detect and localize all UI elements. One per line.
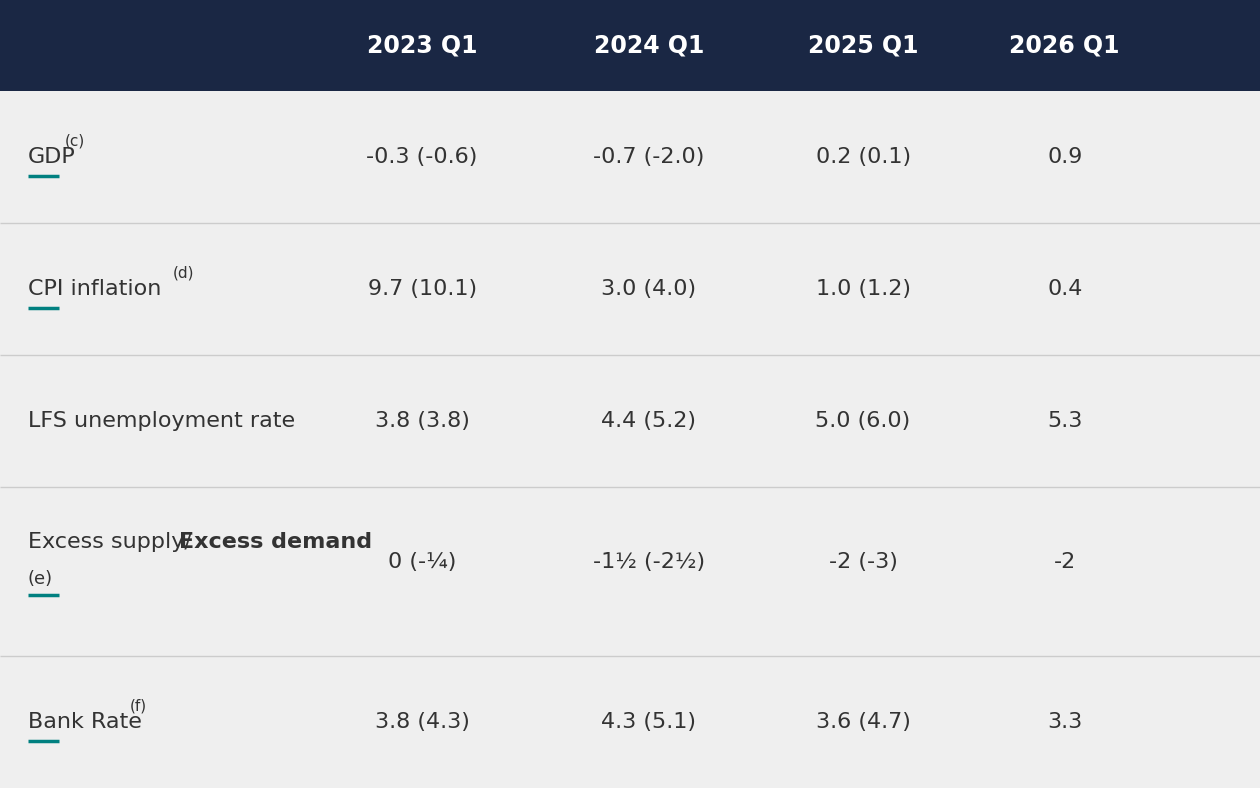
Text: 3.0 (4.0): 3.0 (4.0): [601, 279, 697, 299]
Text: -1½ (-2½): -1½ (-2½): [593, 552, 704, 572]
Text: 2024 Q1: 2024 Q1: [593, 33, 704, 58]
Text: 2023 Q1: 2023 Q1: [367, 33, 478, 58]
Text: -0.7 (-2.0): -0.7 (-2.0): [593, 147, 704, 167]
Text: Excess supply/: Excess supply/: [28, 532, 192, 552]
Text: CPI inflation: CPI inflation: [28, 279, 161, 299]
Text: (d): (d): [173, 266, 194, 281]
Text: -0.3 (-0.6): -0.3 (-0.6): [367, 147, 478, 167]
Text: 4.4 (5.2): 4.4 (5.2): [601, 411, 697, 431]
Text: 4.3 (5.1): 4.3 (5.1): [601, 712, 697, 732]
Text: 3.6 (4.7): 3.6 (4.7): [815, 712, 911, 732]
Text: 2025 Q1: 2025 Q1: [808, 33, 919, 58]
Text: (c): (c): [66, 133, 86, 148]
Text: 1.0 (1.2): 1.0 (1.2): [815, 279, 911, 299]
Text: 9.7 (10.1): 9.7 (10.1): [368, 279, 476, 299]
Text: 2026 Q1: 2026 Q1: [1009, 33, 1120, 58]
Text: -2: -2: [1053, 552, 1076, 572]
Text: LFS unemployment rate: LFS unemployment rate: [28, 411, 295, 431]
Text: Excess demand: Excess demand: [179, 532, 372, 552]
Text: -2 (-3): -2 (-3): [829, 552, 897, 572]
Text: (f): (f): [130, 699, 147, 714]
Text: 5.3: 5.3: [1047, 411, 1082, 431]
Text: 3.8 (4.3): 3.8 (4.3): [374, 712, 470, 732]
FancyBboxPatch shape: [0, 0, 1260, 91]
Text: 3.8 (3.8): 3.8 (3.8): [374, 411, 470, 431]
Text: Bank Rate: Bank Rate: [28, 712, 141, 732]
Text: (e): (e): [28, 571, 53, 589]
Text: 0 (-¼): 0 (-¼): [388, 552, 456, 572]
Text: 0.9: 0.9: [1047, 147, 1082, 167]
Text: 5.0 (6.0): 5.0 (6.0): [815, 411, 911, 431]
Text: 0.4: 0.4: [1047, 279, 1082, 299]
Text: 3.3: 3.3: [1047, 712, 1082, 732]
Text: GDP: GDP: [28, 147, 76, 167]
Text: 0.2 (0.1): 0.2 (0.1): [815, 147, 911, 167]
